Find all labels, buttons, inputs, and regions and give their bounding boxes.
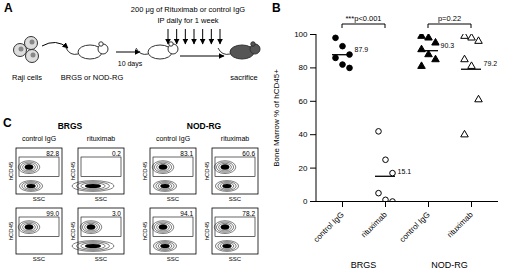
svg-text:90.3: 90.3 bbox=[441, 42, 455, 49]
svg-text:control IgG: control IgG bbox=[312, 210, 346, 244]
svg-text:hCD45: hCD45 bbox=[204, 161, 210, 180]
svg-text:hCD45: hCD45 bbox=[204, 221, 210, 240]
svg-text:hCD45: hCD45 bbox=[70, 161, 76, 180]
svg-text:40: 40 bbox=[299, 130, 308, 139]
svg-text:hCD45: hCD45 bbox=[70, 221, 76, 240]
svg-text:99.0: 99.0 bbox=[46, 210, 59, 217]
svg-text:hCD45: hCD45 bbox=[142, 221, 148, 240]
svg-text:100: 100 bbox=[294, 30, 308, 39]
svg-text:C: C bbox=[3, 116, 12, 130]
svg-text:87.9: 87.9 bbox=[355, 46, 369, 53]
svg-text:80: 80 bbox=[299, 63, 308, 72]
svg-text:3.0: 3.0 bbox=[112, 210, 121, 217]
svg-text:SSC: SSC bbox=[33, 196, 46, 202]
svg-text:hCD45: hCD45 bbox=[142, 161, 148, 180]
svg-text:0.2: 0.2 bbox=[112, 150, 121, 157]
svg-text:hCD45: hCD45 bbox=[8, 221, 14, 240]
svg-text:60.6: 60.6 bbox=[242, 150, 255, 157]
svg-text:sacrifice: sacrifice bbox=[230, 73, 258, 82]
svg-text:79.2: 79.2 bbox=[484, 60, 498, 67]
svg-text:Raji cells: Raji cells bbox=[12, 73, 42, 82]
svg-text:rituximab: rituximab bbox=[87, 135, 116, 142]
svg-text:15.1: 15.1 bbox=[398, 168, 412, 175]
svg-text:83.1: 83.1 bbox=[180, 150, 193, 157]
svg-text:SSC: SSC bbox=[33, 256, 46, 262]
svg-text:control IgG: control IgG bbox=[22, 135, 56, 143]
svg-text:60: 60 bbox=[299, 97, 308, 106]
svg-text:SSC: SSC bbox=[95, 256, 108, 262]
svg-text:control IgG: control IgG bbox=[156, 135, 190, 143]
html-text:B: B bbox=[272, 1, 281, 15]
svg-text:NOD-RG: NOD-RG bbox=[187, 121, 222, 131]
svg-text:94.1: 94.1 bbox=[180, 210, 193, 217]
svg-text:BRGS: BRGS bbox=[351, 260, 377, 270]
svg-text:rituximab: rituximab bbox=[359, 210, 389, 240]
svg-text:IP daily for 1 week: IP daily for 1 week bbox=[157, 16, 218, 25]
svg-text:82.8: 82.8 bbox=[46, 150, 59, 157]
svg-text:p=0.22: p=0.22 bbox=[438, 14, 461, 23]
svg-text:BRGS: BRGS bbox=[58, 121, 83, 131]
svg-text:0: 0 bbox=[303, 197, 308, 206]
svg-text:SSC: SSC bbox=[167, 196, 180, 202]
svg-text:SSC: SSC bbox=[167, 256, 180, 262]
svg-text:***p<0.001: ***p<0.001 bbox=[345, 14, 381, 23]
svg-text:SSC: SSC bbox=[95, 196, 108, 202]
svg-text:SSC: SSC bbox=[229, 196, 242, 202]
svg-text:hCD45: hCD45 bbox=[8, 161, 14, 180]
svg-text:rituximab: rituximab bbox=[445, 210, 475, 240]
svg-text:rituximab: rituximab bbox=[221, 135, 250, 142]
svg-text:20: 20 bbox=[299, 164, 308, 173]
svg-text:200 μg of Rituximab or control: 200 μg of Rituximab or control IgG bbox=[131, 5, 246, 14]
svg-text:78.2: 78.2 bbox=[242, 210, 255, 217]
svg-text:10 days: 10 days bbox=[118, 60, 143, 68]
svg-text:A: A bbox=[4, 1, 13, 15]
svg-text:SSC: SSC bbox=[229, 256, 242, 262]
svg-text:NOD-RG: NOD-RG bbox=[431, 260, 468, 270]
svg-text:control IgG: control IgG bbox=[398, 210, 432, 244]
svg-text:BRGS or NOD-RG: BRGS or NOD-RG bbox=[61, 73, 124, 82]
svg-text:Bone Marrow % of hCD45+: Bone Marrow % of hCD45+ bbox=[272, 69, 281, 167]
